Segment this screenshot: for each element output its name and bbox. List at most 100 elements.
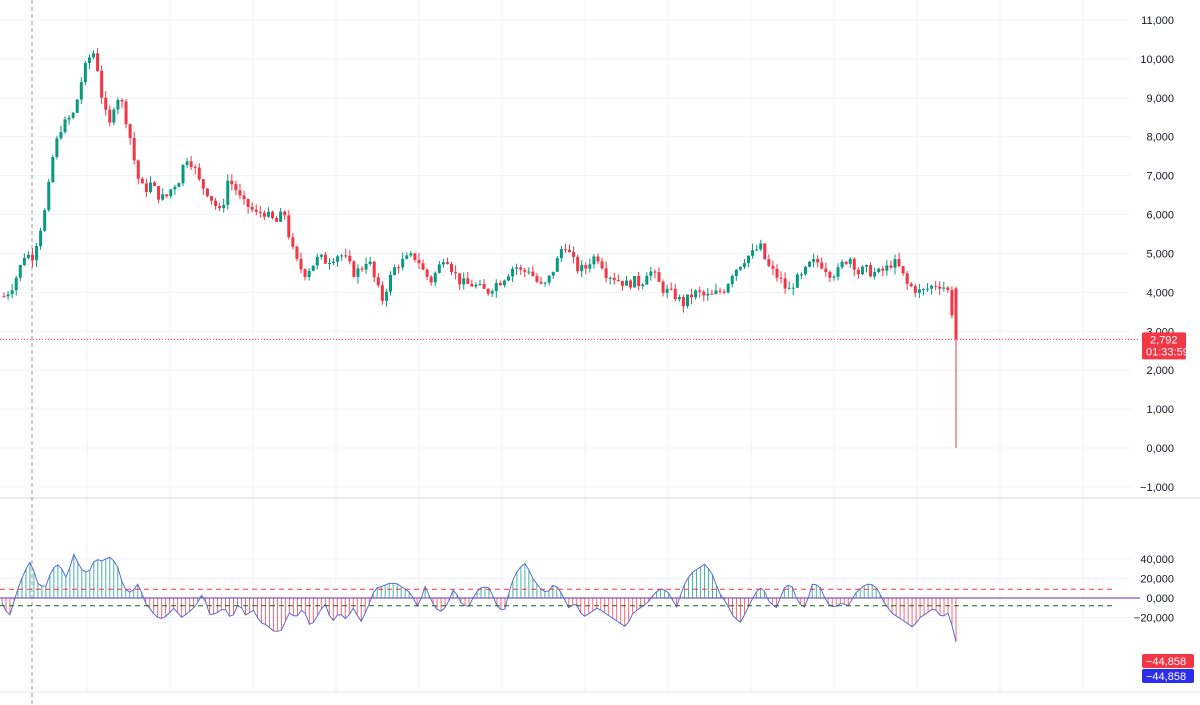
candle-body[interactable] xyxy=(26,254,30,258)
candle-body[interactable] xyxy=(572,251,576,257)
candle-body[interactable] xyxy=(950,289,954,316)
candle-body[interactable] xyxy=(482,283,486,289)
candle-body[interactable] xyxy=(795,274,799,288)
candle-body[interactable] xyxy=(702,291,706,296)
candle-body[interactable] xyxy=(584,264,588,269)
candle-body[interactable] xyxy=(401,258,405,268)
candle-body[interactable] xyxy=(214,200,218,207)
candle-body[interactable] xyxy=(909,283,913,287)
candle-body[interactable] xyxy=(291,237,295,247)
candle-body[interactable] xyxy=(258,211,262,213)
candle-body[interactable] xyxy=(360,268,364,270)
candle-body[interactable] xyxy=(75,99,79,113)
candle-body[interactable] xyxy=(926,288,930,290)
candle-body[interactable] xyxy=(279,211,283,222)
candle-body[interactable] xyxy=(856,269,860,275)
candle-body[interactable] xyxy=(877,268,881,273)
candle-body[interactable] xyxy=(869,265,873,277)
candle-body[interactable] xyxy=(405,255,409,259)
candle-body[interactable] xyxy=(242,195,246,200)
candle-body[interactable] xyxy=(197,167,201,180)
candle-body[interactable] xyxy=(791,287,795,289)
candle-body[interactable] xyxy=(254,209,258,212)
candle-body[interactable] xyxy=(108,109,112,123)
candle-body[interactable] xyxy=(783,278,787,289)
candle-body[interactable] xyxy=(555,258,559,272)
candle-body[interactable] xyxy=(559,249,563,259)
candle-body[interactable] xyxy=(694,290,698,298)
candle-body[interactable] xyxy=(677,296,681,300)
candle-body[interactable] xyxy=(140,178,144,184)
candle-body[interactable] xyxy=(271,211,275,219)
candle-body[interactable] xyxy=(942,287,946,289)
candle-body[interactable] xyxy=(307,270,311,278)
candle-body[interactable] xyxy=(169,189,173,197)
candle-body[interactable] xyxy=(100,70,104,98)
candle-body[interactable] xyxy=(59,132,63,139)
candle-body[interactable] xyxy=(779,277,783,279)
candle-body[interactable] xyxy=(295,246,299,259)
candle-body[interactable] xyxy=(698,290,702,292)
candle-body[interactable] xyxy=(515,267,519,269)
candle-body[interactable] xyxy=(112,109,116,123)
candle-body[interactable] xyxy=(568,249,572,252)
candle-body[interactable] xyxy=(116,100,120,110)
candle-body[interactable] xyxy=(775,268,779,278)
candle-body[interactable] xyxy=(690,294,694,298)
candle-body[interactable] xyxy=(808,261,812,267)
candle-body[interactable] xyxy=(563,249,567,251)
candle-body[interactable] xyxy=(840,261,844,268)
candle-body[interactable] xyxy=(51,157,55,182)
candle-body[interactable] xyxy=(458,273,462,285)
candle-body[interactable] xyxy=(409,253,413,256)
candle-body[interactable] xyxy=(323,254,327,264)
candle-body[interactable] xyxy=(384,291,388,301)
candle-body[interactable] xyxy=(600,261,604,269)
candle-body[interactable] xyxy=(592,256,596,265)
candle-body[interactable] xyxy=(620,280,624,286)
candle-body[interactable] xyxy=(612,277,616,281)
candle-body[interactable] xyxy=(441,262,445,265)
candle-body[interactable] xyxy=(185,161,189,165)
candle-body[interactable] xyxy=(380,285,384,301)
candle-body[interactable] xyxy=(238,190,242,196)
candle-body[interactable] xyxy=(596,256,600,262)
candle-body[interactable] xyxy=(832,276,836,278)
candle-body[interactable] xyxy=(519,267,523,270)
candle-body[interactable] xyxy=(673,288,677,300)
candle-body[interactable] xyxy=(506,276,510,281)
candle-body[interactable] xyxy=(348,255,352,262)
candle-body[interactable] xyxy=(616,280,620,282)
candle-body[interactable] xyxy=(848,258,852,264)
candle-body[interactable] xyxy=(466,278,470,284)
candle-body[interactable] xyxy=(433,272,437,283)
candle-body[interactable] xyxy=(372,261,376,278)
candle-body[interactable] xyxy=(14,277,18,291)
candle-body[interactable] xyxy=(364,263,368,270)
candle-body[interactable] xyxy=(96,53,100,71)
candle-body[interactable] xyxy=(722,291,726,293)
candle-body[interactable] xyxy=(287,215,291,238)
candle-body[interactable] xyxy=(706,293,710,296)
price-axis[interactable]: 11,000 10,000 9,000 8,000 7,000 6,000 5,000 4,0… xyxy=(1134,15,1174,625)
candle-body[interactable] xyxy=(608,277,612,279)
candle-body[interactable] xyxy=(454,272,458,274)
candle-body[interactable] xyxy=(665,288,669,293)
candle-body[interactable] xyxy=(897,259,901,267)
oscillator-pane[interactable] xyxy=(0,553,1140,642)
candle-body[interactable] xyxy=(148,182,152,193)
candle-body[interactable] xyxy=(177,183,181,187)
candle-body[interactable] xyxy=(124,101,128,125)
candle-body[interactable] xyxy=(55,138,59,158)
candle-body[interactable] xyxy=(494,282,498,292)
candle-body[interactable] xyxy=(657,272,661,282)
candle-body[interactable] xyxy=(629,280,633,288)
candle-body[interactable] xyxy=(234,184,238,191)
candle-body[interactable] xyxy=(222,204,226,209)
candle-body[interactable] xyxy=(79,82,83,100)
candle-body[interactable] xyxy=(527,271,531,273)
candle-body[interactable] xyxy=(315,256,319,266)
candle-body[interactable] xyxy=(226,180,230,205)
candle-body[interactable] xyxy=(478,283,482,285)
candle-body[interactable] xyxy=(165,194,169,197)
